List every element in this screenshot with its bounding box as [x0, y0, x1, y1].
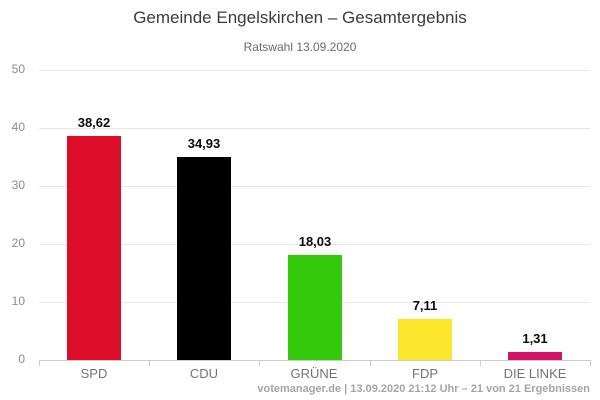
gridline-20	[39, 244, 590, 245]
gridline-50	[39, 70, 590, 71]
footer-credit: votemanager.de | 13.09.2020 21:12 Uhr – …	[257, 383, 590, 395]
y-axis-label-30: 30	[11, 178, 25, 192]
x-axis-label-cdu: CDU	[189, 366, 219, 381]
value-label-die-linke: 1,31	[522, 331, 548, 346]
y-axis-label-0: 0	[18, 352, 25, 366]
x-axis-label-gr-ne: GRÜNE	[290, 366, 338, 381]
bar-cdu	[177, 157, 231, 360]
value-label-gr-ne: 18,03	[298, 234, 332, 249]
bar-fdp	[398, 319, 452, 360]
x-axis-label-spd: SPD	[80, 366, 108, 381]
y-axis-label-50: 50	[11, 62, 25, 76]
chart-subtitle: Ratswahl 13.09.2020	[243, 40, 357, 54]
bar-spd	[67, 136, 121, 360]
bar-die-linke	[508, 352, 562, 360]
value-label-cdu: 34,93	[187, 136, 221, 151]
y-axis-label-20: 20	[11, 236, 25, 250]
x-axis-tick	[480, 361, 481, 366]
chart-title: Gemeinde Engelskirchen – Gesamtergebnis	[133, 8, 467, 27]
value-label-spd: 38,62	[77, 115, 111, 130]
x-axis-line	[39, 360, 591, 361]
gridline-40	[39, 128, 590, 129]
x-axis-tick	[590, 361, 591, 366]
y-axis-label-10: 10	[11, 294, 25, 308]
gridline-30	[39, 186, 590, 187]
x-axis-tick	[39, 361, 40, 366]
bar-gr-ne	[288, 255, 342, 360]
x-axis-tick	[259, 361, 260, 366]
x-axis-tick	[370, 361, 371, 366]
x-axis-tick	[149, 361, 150, 366]
x-axis-label-die-linke: DIE LINKE	[503, 366, 567, 381]
value-label-fdp: 7,11	[412, 298, 438, 313]
y-axis-label-40: 40	[11, 120, 25, 134]
x-axis-label-fdp: FDP	[412, 366, 438, 381]
